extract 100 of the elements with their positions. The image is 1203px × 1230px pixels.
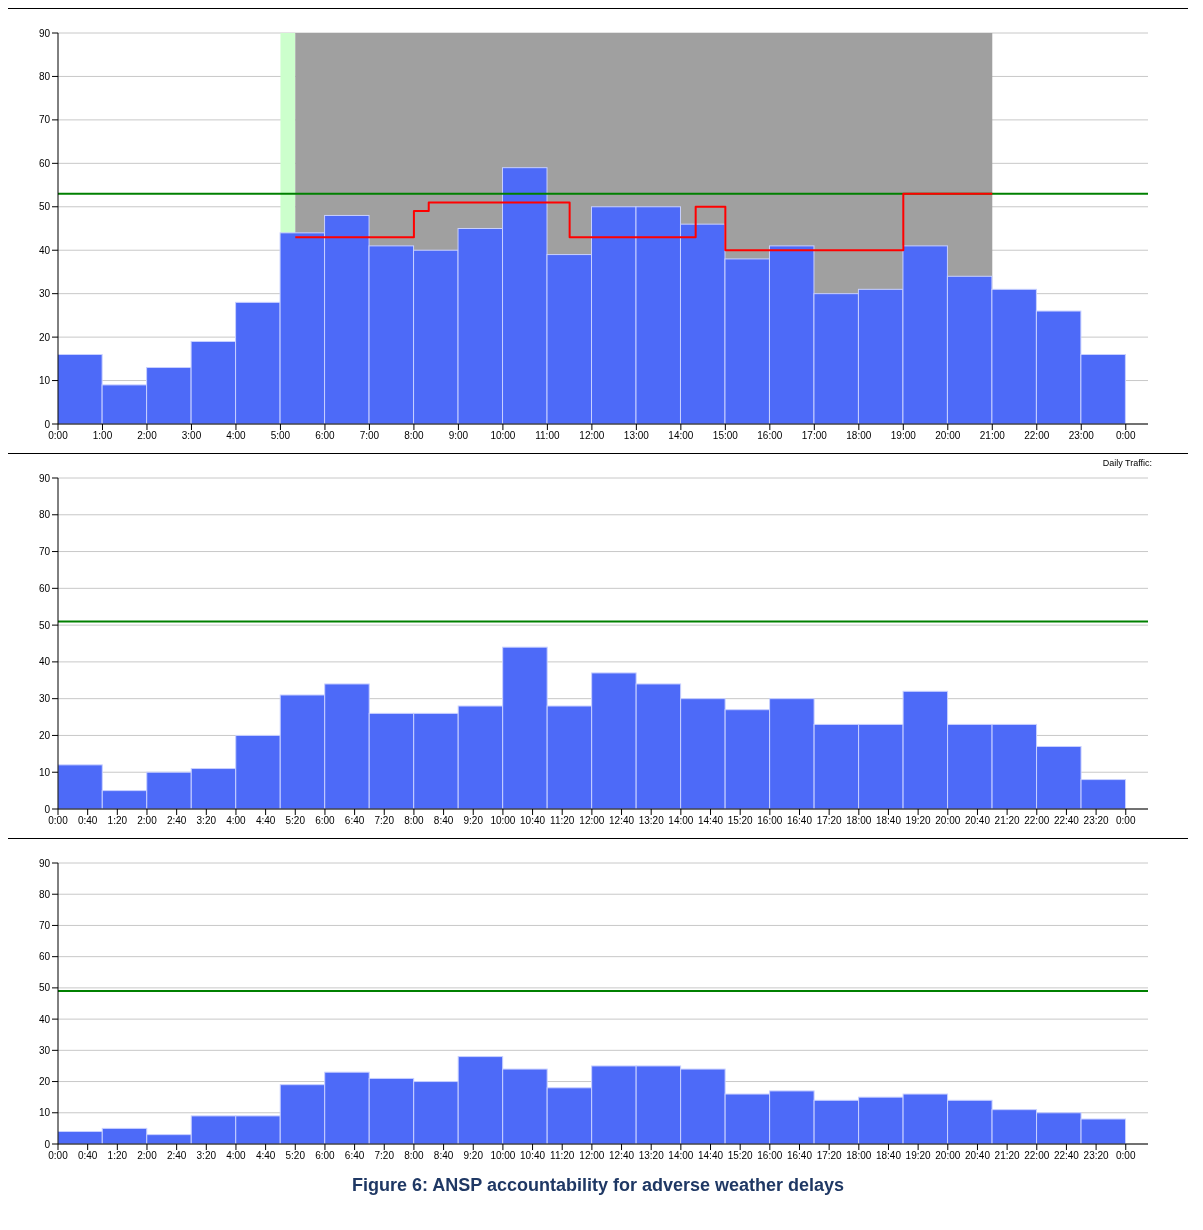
x-tick-label: 8:00 <box>404 815 425 827</box>
x-tick-label: 22:00 <box>1024 430 1050 442</box>
x-tick-label: 0:00 <box>48 1150 69 1162</box>
x-tick-label: 2:00 <box>137 815 158 827</box>
x-tick-label: 21:00 <box>979 430 1006 442</box>
x-tick-label: 7:20 <box>374 815 395 827</box>
y-tick-label: 20 <box>38 331 51 343</box>
x-tick-label: 5:00 <box>270 430 291 442</box>
x-tick-label: 7:20 <box>374 1150 395 1162</box>
x-tick-label: 11:00 <box>535 430 560 442</box>
x-tick-label: 9:20 <box>463 1150 484 1162</box>
x-tick-label: 16:00 <box>757 430 783 442</box>
x-tick-label: 22:40 <box>1053 1150 1080 1162</box>
y-tick-label: 20 <box>38 1076 51 1088</box>
x-tick-label: 0:00 <box>48 815 69 827</box>
x-tick-label: 23:00 <box>1068 430 1095 442</box>
x-tick-label: 4:00 <box>226 1150 247 1162</box>
x-tick-label: 5:20 <box>285 815 306 827</box>
x-tick-label: 21:20 <box>994 815 1021 827</box>
x-tick-label: 9:20 <box>463 815 484 827</box>
y-tick-label: 60 <box>38 582 51 594</box>
x-tick-label: 14:40 <box>698 815 724 827</box>
x-tick-label: 19:00 <box>890 430 917 442</box>
x-tick-label: 10:00 <box>490 815 516 827</box>
x-tick-label: 9:00 <box>448 430 469 442</box>
x-tick-label: 4:40 <box>255 815 276 827</box>
x-tick-label: 8:40 <box>433 1150 454 1162</box>
y-tick-label: 60 <box>38 951 51 963</box>
x-tick-label: 1:20 <box>107 1150 128 1162</box>
x-tick-label: 4:40 <box>255 1150 276 1162</box>
text: Daily Traffic: <box>1102 458 1152 468</box>
x-tick-label: 8:00 <box>404 430 425 442</box>
x-tick-label: 6:40 <box>344 1150 365 1162</box>
x-tick-label: 12:00 <box>579 1150 605 1162</box>
x-tick-label: 8:40 <box>433 815 454 827</box>
x-tick-label: 1:00 <box>92 430 113 442</box>
y-tick-label: 60 <box>38 157 51 169</box>
x-tick-label: 20:00 <box>935 430 961 442</box>
y-tick-label: 80 <box>38 70 51 82</box>
x-tick-label: 13:00 <box>623 430 650 442</box>
x-tick-label: 3:20 <box>196 1150 217 1162</box>
y-tick-label: 40 <box>38 656 51 668</box>
x-tick-label: 2:00 <box>137 1150 158 1162</box>
x-tick-label: 10:40 <box>520 815 546 827</box>
x-tick-label: 4:00 <box>226 430 247 442</box>
x-tick-label: 23:20 <box>1083 815 1110 827</box>
y-tick-label: 10 <box>38 766 51 778</box>
x-tick-label: 4:00 <box>226 815 247 827</box>
x-tick-label: 2:40 <box>166 1150 187 1162</box>
x-tick-label: 16:40 <box>786 815 813 827</box>
y-tick-label: 50 <box>38 982 51 994</box>
x-tick-label: 18:40 <box>875 815 902 827</box>
x-tick-label: 16:00 <box>757 815 783 827</box>
x-tick-label: 12:40 <box>609 1150 635 1162</box>
x-tick-label: 2:00 <box>137 430 158 442</box>
x-tick-label: 22:40 <box>1053 815 1080 827</box>
y-tick-label: 80 <box>38 509 51 521</box>
x-tick-label: 14:00 <box>668 1150 694 1162</box>
x-tick-label: 12:00 <box>579 815 605 827</box>
x-tick-label: 8:00 <box>404 1150 425 1162</box>
x-tick-label: 3:20 <box>196 815 217 827</box>
x-tick-label: 12:00 <box>579 430 605 442</box>
x-tick-label: 15:00 <box>712 430 739 442</box>
y-tick-label: 10 <box>38 375 51 387</box>
x-tick-label: 18:00 <box>846 815 872 827</box>
x-tick-label: 14:00 <box>668 430 694 442</box>
y-tick-label: 0 <box>44 418 51 430</box>
x-tick-label: 20:00 <box>935 1150 961 1162</box>
x-tick-label: 15:20 <box>727 815 754 827</box>
x-tick-label: 0:40 <box>77 1150 98 1162</box>
x-tick-label: 10:00 <box>490 1150 516 1162</box>
x-tick-label: 19:20 <box>905 1150 932 1162</box>
x-tick-label: 14:40 <box>698 1150 724 1162</box>
x-tick-label: 20:00 <box>935 815 961 827</box>
x-tick-label: 13:20 <box>638 815 665 827</box>
x-tick-label: 5:20 <box>285 1150 306 1162</box>
caption: Figure 6: ANSP accountability for adverse weather delays <box>350 1175 846 1196</box>
x-tick-label: 23:20 <box>1083 1150 1110 1162</box>
y-tick-label: 70 <box>38 546 51 558</box>
x-tick-label: 0:00 <box>1116 1150 1136 1162</box>
x-tick-label: 0:00 <box>1116 815 1136 827</box>
x-tick-label: 16:40 <box>786 1150 813 1162</box>
y-tick-label: 50 <box>38 201 51 213</box>
x-tick-label: 0:00 <box>48 430 69 442</box>
x-tick-label: 6:00 <box>315 1150 336 1162</box>
x-tick-label: 16:00 <box>757 1150 783 1162</box>
x-tick-label: 21:20 <box>994 1150 1021 1162</box>
x-tick-label: 14:00 <box>668 815 694 827</box>
y-tick-label: 0 <box>44 1138 51 1150</box>
x-tick-label: 10:00 <box>490 430 516 442</box>
y-tick-label: 90 <box>38 472 51 484</box>
y-tick-label: 30 <box>38 693 51 705</box>
x-tick-label: 10:40 <box>520 1150 546 1162</box>
y-tick-label: 90 <box>38 27 51 39</box>
y-tick-label: 80 <box>38 888 51 900</box>
x-tick-label: 2:40 <box>166 815 187 827</box>
x-tick-label: 17:20 <box>816 1150 843 1162</box>
x-tick-label: 11:20 <box>550 815 575 827</box>
y-tick-label: 90 <box>38 857 51 869</box>
x-tick-label: 19:20 <box>905 815 932 827</box>
